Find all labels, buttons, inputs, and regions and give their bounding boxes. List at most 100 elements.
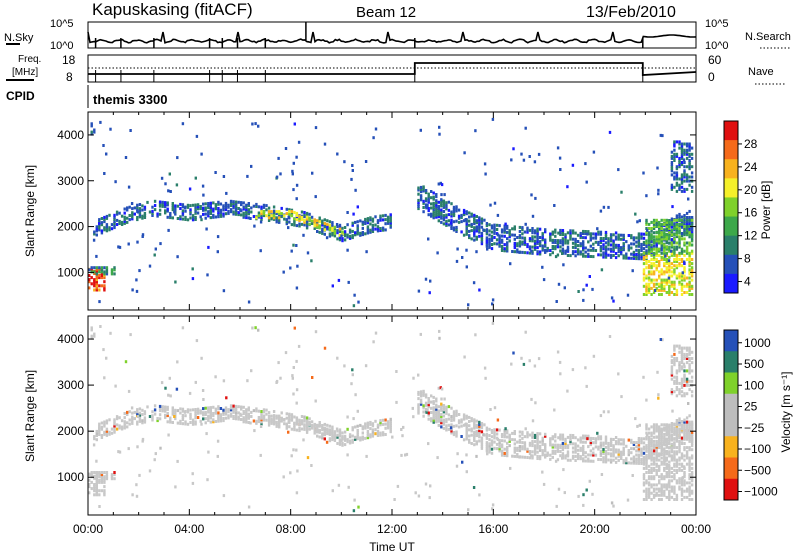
power-cell [665,251,668,255]
power-cell [658,231,661,235]
power-cell [302,233,305,237]
velocity-cell [675,460,679,464]
power-cell [688,286,691,290]
power-cell [432,206,435,209]
velocity-cell [498,443,501,447]
power-cell [265,214,268,218]
velocity-ylabel: Slant Range [km] [23,370,37,462]
power-cell [100,268,104,272]
velocity-cell [675,495,679,499]
velocity-cell [184,422,187,426]
velocity-cell [103,480,106,484]
velocity-cell [202,411,205,415]
power-cell [181,213,185,217]
power-cell [194,211,197,215]
power-cell [683,175,686,179]
velocity-cell [663,432,666,436]
velocity-cell [265,408,268,412]
power-cell [655,245,658,249]
power-cell [462,208,466,212]
power-cell [313,220,316,224]
velocity-cell [520,356,523,360]
power-cell [240,213,243,217]
power-cell [637,248,641,252]
velocity-cell [604,445,608,449]
x-tick-label: 00:00 [73,522,103,536]
power-cell [417,207,420,211]
velocity-cell [417,494,421,498]
velocity-cell [561,456,564,460]
power-cell [582,242,585,246]
power-cell [655,225,658,228]
power-cell [569,254,572,258]
power-cell [652,284,656,288]
velocity-cell [341,435,344,439]
velocity-cell [270,421,273,425]
velocity-cell [282,475,285,479]
velocity-cell [153,412,157,416]
power-cell [683,231,686,235]
velocity-cell [683,392,686,396]
velocity-cell [214,407,218,411]
power-cell [531,214,535,218]
velocity-cell [379,421,382,425]
velocity-cell [660,489,663,493]
velocity-cell [364,436,367,440]
power-cell [536,229,539,233]
power-cell [685,245,689,249]
power-cell [658,288,661,292]
velocity-cell [160,381,164,385]
power-cell [176,217,180,220]
power-cell [250,210,253,214]
velocity-colorbar-segment [724,330,738,352]
velocity-cell [658,479,661,483]
power-cell [620,237,623,241]
velocity-cell [506,450,509,453]
velocity-cell [663,423,666,427]
velocity-cell [485,441,489,445]
velocity-cell [295,416,299,420]
power-cell [240,201,243,205]
power-cell [331,223,334,227]
velocity-cell [88,485,91,489]
velocity-cell [90,475,93,479]
y-tick-label: 1000 [57,470,84,484]
power-cell [683,291,686,294]
velocity-cell [646,433,649,437]
power-cell [473,222,476,226]
velocity-cell [541,440,544,444]
power-cell [500,234,504,238]
power-cell [509,262,512,266]
power-cell [440,183,444,187]
power-cell [475,237,478,241]
power-cell [658,293,661,296]
power-cell [95,274,98,277]
velocity-cell [683,454,686,458]
velocity-cell [678,419,681,423]
velocity-cell [118,426,121,430]
velocity-cell [690,466,694,470]
velocity-cell [597,445,600,449]
power-cell [668,223,671,227]
velocity-cell [594,439,598,443]
power-cell [584,162,587,166]
velocity-cell [384,418,387,422]
power-cell [285,218,288,222]
velocity-cell [563,491,566,495]
velocity-cell [305,422,309,426]
power-cell [574,241,577,245]
power-cell [665,280,668,284]
velocity-cell [490,441,494,445]
velocity-cell [559,435,562,439]
velocity-cell [440,419,443,423]
velocity-cell [219,419,223,423]
velocity-cell [169,420,172,424]
power-cell [571,229,575,233]
power-cell [245,212,248,215]
power-cell [435,195,438,199]
power-cell [161,204,164,208]
power-cell [356,226,359,230]
power-cell [668,231,671,235]
power-cell [95,229,98,233]
